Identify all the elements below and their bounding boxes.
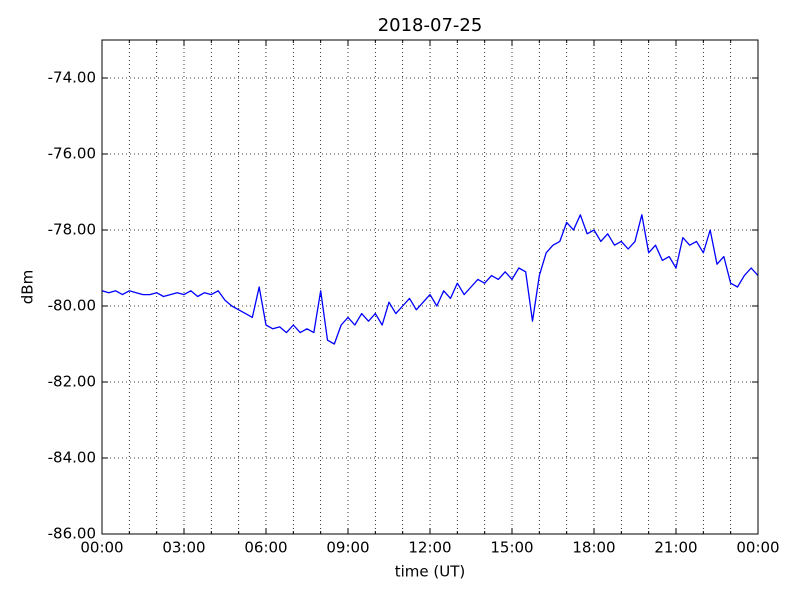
data-line <box>101 214 759 345</box>
x-tick-label: 06:00 <box>244 539 287 557</box>
x-tick-label: 18:00 <box>572 539 615 557</box>
x-tick-label: 21:00 <box>654 539 697 557</box>
chart-title: 2018-07-25 <box>378 15 483 36</box>
y-axis-label: dBm <box>19 270 37 304</box>
x-tick-label: 09:00 <box>326 539 369 557</box>
x-tick-label: 00:00 <box>80 539 123 557</box>
y-tick-label: -86.00 <box>48 525 96 543</box>
x-axis-label: time (UT) <box>395 563 466 581</box>
plot-frame <box>101 39 759 535</box>
y-tick-label: -82.00 <box>48 373 96 391</box>
x-tick-label: 03:00 <box>162 539 205 557</box>
y-tick-label: -76.00 <box>48 145 96 163</box>
y-tick-label: -80.00 <box>48 297 96 315</box>
y-tick-label: -74.00 <box>48 69 96 87</box>
y-tick-label: -78.00 <box>48 221 96 239</box>
x-tick-label: 00:00 <box>736 539 779 557</box>
x-tick-label: 15:00 <box>490 539 533 557</box>
y-tick-label: -84.00 <box>48 449 96 467</box>
x-tick-label: 12:00 <box>408 539 451 557</box>
